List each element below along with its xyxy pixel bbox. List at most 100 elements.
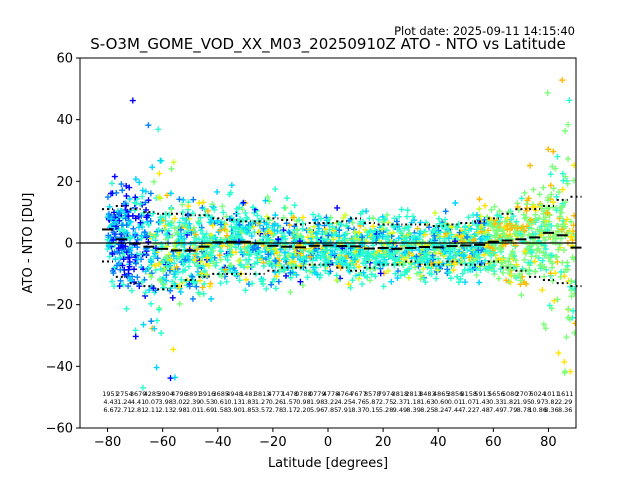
scatter-point	[297, 278, 304, 285]
scatter-point	[394, 275, 401, 282]
bin-stat-label: 1.58	[214, 406, 228, 414]
scatter-point	[338, 249, 345, 256]
scatter-point	[146, 287, 153, 294]
scatter-point	[223, 232, 230, 239]
scatter-point	[234, 232, 241, 239]
scatter-point	[269, 262, 276, 269]
scatter-point	[206, 235, 213, 242]
scatter-point	[304, 274, 311, 281]
scatter-point	[157, 219, 164, 226]
scatter-point	[314, 252, 321, 259]
scatter-point	[555, 189, 562, 196]
scatter-point	[434, 267, 441, 274]
scatter-point	[303, 267, 310, 274]
scatter-point	[165, 234, 172, 241]
scatter-point	[143, 206, 150, 213]
scatter-point	[360, 250, 367, 257]
scatter-point	[135, 224, 142, 231]
scatter-point	[532, 215, 539, 222]
scatter-point	[565, 155, 572, 162]
scatter-point	[116, 283, 123, 290]
scatter-point	[557, 204, 564, 211]
scatter-point	[523, 280, 530, 287]
scatter-point	[147, 218, 154, 225]
scatter-point	[186, 220, 193, 227]
scatter-point	[512, 243, 519, 250]
scatter-point	[239, 200, 246, 207]
scatter-point	[139, 187, 146, 194]
scatter-point	[145, 238, 152, 245]
scatter-point	[571, 329, 576, 336]
scatter-point	[113, 189, 120, 196]
scatter-point	[166, 212, 173, 219]
scatter-point	[199, 230, 206, 237]
scatter-point	[250, 204, 257, 211]
bin-stat-label: 2.78	[269, 406, 283, 414]
scatter-point	[194, 246, 201, 253]
scatter-point	[145, 264, 152, 271]
scatter-point	[416, 230, 423, 237]
scatter-point	[512, 257, 519, 264]
scatter-point	[216, 252, 223, 259]
bin-stat-label: 7.85	[324, 406, 338, 414]
scatter-point	[513, 218, 520, 225]
bin-stat-label: 3670	[130, 390, 147, 398]
scatter-point	[404, 207, 411, 214]
scatter-point	[527, 162, 534, 169]
bin-stat-label: 1.24	[117, 398, 131, 406]
bin-stat-label: 1.82	[503, 398, 517, 406]
bin-stat-label: 1.83	[241, 398, 255, 406]
scatter-point	[178, 276, 185, 283]
scatter-point	[561, 358, 568, 365]
scatter-point	[491, 220, 498, 227]
bin-stat-label: 8158	[461, 390, 478, 398]
scatter-point	[527, 241, 534, 248]
bin-stat-label: 1.07	[462, 398, 476, 406]
scatter-point	[571, 212, 576, 219]
scatter-point	[264, 213, 271, 220]
scatter-point	[134, 244, 141, 251]
scatter-point	[193, 283, 200, 290]
scatter-point	[369, 234, 376, 241]
plot-date-label: Plot date: 2025-09-11 14:15:40	[394, 24, 575, 38]
scatter-point	[396, 223, 403, 230]
bin-stat-label: 1478	[281, 390, 298, 398]
scatter-point	[327, 268, 334, 275]
scatter-point	[251, 260, 258, 267]
scatter-point	[105, 242, 112, 249]
bin-stat-label: 8483	[419, 390, 436, 398]
bin-stat-label: 3813	[254, 390, 271, 398]
scatter-point	[290, 261, 297, 268]
bin-stat-label: 7974	[378, 390, 395, 398]
scatter-point	[169, 278, 176, 285]
scatter-point	[431, 226, 438, 233]
scatter-point	[541, 273, 548, 280]
scatter-point	[321, 257, 328, 264]
scatter-point	[541, 216, 548, 223]
scatter-point	[549, 234, 556, 241]
scatter-point	[154, 255, 161, 262]
x-tick-label: 40	[430, 435, 447, 450]
scatter-point	[123, 192, 130, 199]
bin-overlays	[80, 195, 582, 291]
scatter-point	[176, 196, 183, 203]
scatter-point	[392, 270, 399, 277]
scatter-point	[434, 230, 441, 237]
y-tick-label: 0	[65, 237, 73, 252]
scatter-point	[567, 218, 574, 225]
scatter-point	[185, 203, 192, 210]
scatter-point	[232, 223, 239, 230]
bin-stat-label: 3916	[199, 390, 216, 398]
scatter-point	[363, 208, 370, 215]
scatter-point	[459, 270, 466, 277]
x-tick-label: −80	[94, 435, 121, 450]
scatter-point	[132, 194, 139, 201]
scatter-point	[405, 274, 412, 281]
scatter-point	[195, 236, 202, 243]
scatter-point	[157, 195, 164, 202]
bin-stat-label: 3685	[213, 390, 230, 398]
scatter-point	[272, 285, 279, 292]
scatter-point	[560, 177, 567, 184]
bin-stat-label: 1.69	[200, 406, 214, 414]
scatter-point	[432, 263, 439, 270]
